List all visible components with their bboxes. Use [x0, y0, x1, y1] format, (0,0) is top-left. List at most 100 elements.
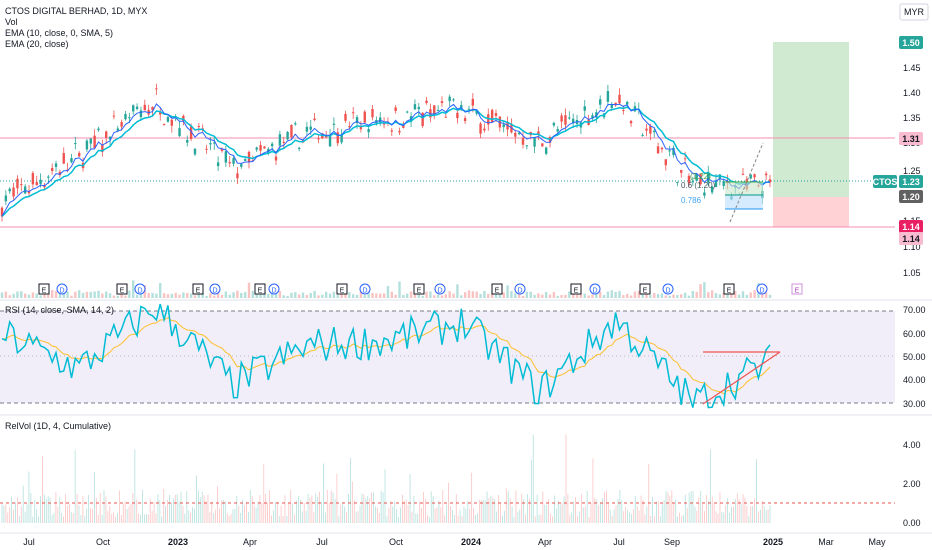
stop-price-tag: [899, 220, 923, 233]
dividend-marker-icon[interactable]: [756, 283, 768, 295]
candle-body: [43, 185, 46, 188]
volume-bar: [355, 294, 359, 298]
dividend-marker-icon[interactable]: [359, 283, 371, 295]
rsi-tick: 70.00: [903, 305, 926, 315]
volume-bar: [186, 292, 189, 298]
volume-bar: [637, 290, 640, 298]
relvol-pane[interactable]: RelVol (1D, 4, Cumulative) 4.00 2.00 0.0…: [0, 421, 921, 528]
volume-bar: [587, 295, 590, 298]
volume-bar: [309, 293, 312, 298]
earnings-marker-icon[interactable]: [413, 283, 425, 295]
dividend-marker-icon[interactable]: [56, 283, 68, 295]
rsi-label[interactable]: RSI (14, close, SMA, 14, 2): [5, 305, 114, 315]
candle-body: [317, 138, 320, 140]
price-axis[interactable]: 1.45 1.40 1.35 1.30 1.25 1.15 1.10 1.05 …: [873, 36, 923, 278]
volume-bar: [660, 293, 664, 298]
resistance-price-tag: [899, 132, 923, 145]
dividend-marker-icon[interactable]: [134, 283, 146, 295]
volume-bar: [101, 293, 104, 298]
candle-body: [193, 148, 197, 155]
candle-body: [178, 128, 181, 137]
candle-body: [487, 114, 490, 125]
volume-bar: [745, 294, 749, 298]
event-marker-label: E: [643, 288, 648, 295]
indicator-ema-10[interactable]: EMA (10, close, 0, SMA, 5): [5, 28, 113, 38]
volume-bar: [16, 291, 19, 298]
volume-bar: [707, 292, 710, 298]
candle-body: [70, 157, 73, 163]
candle-body: [656, 146, 660, 154]
volume-bar: [687, 295, 691, 298]
rsi-pane[interactable]: RSI (14, close, SMA, 14, 2) 70.00 60.00 …: [0, 303, 926, 409]
candle-body: [552, 122, 556, 126]
candle-body: [614, 102, 617, 106]
volume-bar: [406, 293, 409, 298]
dividend-marker-icon[interactable]: [268, 283, 280, 295]
volume-bar: [614, 291, 617, 298]
rsi-tick: 60.00: [903, 329, 926, 339]
price-pane[interactable]: (1.22) 0.6 (1.20) 0.786: [0, 42, 895, 228]
candle-body: [205, 148, 208, 150]
volume-bar: [460, 295, 463, 298]
volume-bar: [730, 291, 733, 298]
volume-bar: [691, 290, 695, 298]
dividend-marker-icon[interactable]: [434, 283, 446, 295]
earnings-marker-icon[interactable]: [723, 283, 735, 295]
dividend-marker-icon[interactable]: [209, 283, 221, 295]
volume-bar: [267, 293, 270, 298]
relvol-label[interactable]: RelVol (1D, 4, Cumulative): [5, 421, 111, 431]
candle-body: [568, 117, 571, 119]
indicator-vol[interactable]: Vol: [5, 17, 18, 27]
candle-body: [128, 117, 131, 119]
legend: CTOS DIGITAL BERHAD, 1D, MYX Vol EMA (10…: [5, 6, 147, 49]
volume-bar: [664, 295, 667, 298]
earnings-marker-icon[interactable]: [336, 283, 348, 295]
candle-body: [228, 162, 231, 164]
candle-body: [74, 142, 77, 144]
earnings-marker-icon[interactable]: [791, 283, 803, 295]
earnings-marker-icon[interactable]: [116, 283, 128, 295]
time-tick: Jul: [613, 537, 625, 547]
dividend-marker-icon[interactable]: [514, 283, 526, 295]
earnings-marker-icon[interactable]: [192, 283, 204, 295]
volume-bar: [31, 292, 35, 298]
earnings-marker-icon[interactable]: [570, 283, 582, 295]
volume-bar: [394, 294, 397, 298]
volume-bar: [533, 294, 536, 298]
volume-bar: [440, 295, 444, 298]
candle-body: [483, 128, 486, 131]
volume-bar: [672, 294, 675, 298]
volume-bar: [768, 294, 772, 298]
earnings-marker-icon[interactable]: [38, 283, 50, 295]
volume-bar: [683, 292, 687, 298]
dividend-marker-icon[interactable]: [589, 283, 601, 295]
candle-body: [197, 126, 201, 128]
volume-bar: [35, 293, 38, 298]
indicator-ema-20[interactable]: EMA (20, close): [5, 39, 69, 49]
earnings-marker-icon[interactable]: [491, 283, 503, 295]
candle-body: [351, 112, 355, 114]
candle-body: [649, 126, 652, 134]
candle-body: [112, 115, 116, 117]
volume-bar: [487, 294, 490, 298]
volume-bar: [371, 293, 374, 298]
dividend-marker-icon[interactable]: [662, 283, 674, 295]
time-axis[interactable]: Jul Oct 2023 Apr Jul Oct 2024 Apr Jul Se…: [23, 537, 886, 547]
candle-body: [448, 96, 451, 102]
currency-button[interactable]: [899, 3, 929, 21]
earnings-marker-icon[interactable]: [639, 283, 651, 295]
volume-bar: [344, 291, 347, 298]
candle-body: [591, 115, 594, 119]
event-marker-label: D: [592, 288, 597, 295]
candle-body: [490, 109, 494, 123]
candle-body: [209, 143, 212, 145]
candle-body: [166, 117, 170, 122]
earnings-marker-icon[interactable]: [254, 283, 266, 295]
candle-body: [282, 141, 285, 143]
volume-bar: [170, 293, 174, 298]
candle-body: [132, 105, 135, 112]
volume-bar: [282, 295, 285, 298]
volume-bar: [232, 292, 235, 298]
